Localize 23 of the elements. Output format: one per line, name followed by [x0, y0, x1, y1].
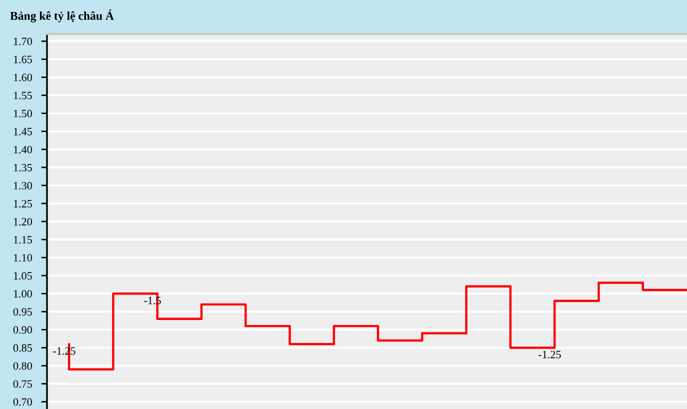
y-tick-label: 1.20	[14, 218, 32, 226]
y-tick-label: 1.35	[14, 164, 32, 172]
y-tick-label: 1.05	[14, 272, 32, 280]
y-tick-label: 1.15	[14, 236, 32, 244]
y-tick-label: 0.80	[13, 362, 32, 370]
y-tick-label: 1.00	[14, 290, 32, 298]
y-tick-label: 0.70	[13, 398, 32, 406]
y-tick-label: 1.70	[14, 38, 32, 46]
y-tick-label: 1.30	[14, 182, 32, 190]
y-tick-label: 1.10	[14, 254, 32, 262]
y-tick-label: 0.95	[13, 308, 32, 316]
y-tick-label: 1.25	[14, 200, 32, 208]
y-tick-label: 1.50	[14, 110, 32, 118]
y-tick-label: 0.75	[13, 380, 32, 388]
y-tick-label: 1.65	[14, 56, 32, 64]
y-tick-label: 1.55	[14, 92, 32, 100]
y-tick-label: 0.90	[13, 326, 32, 334]
annotation: -1.25	[538, 350, 561, 358]
y-tick-label: 1.45	[14, 128, 32, 136]
chart-title: Bảng kê tỷ lệ châu Á	[10, 10, 114, 22]
y-tick-label: 0.85	[13, 344, 32, 352]
y-tick-label: 1.40	[14, 146, 32, 154]
y-tick-label: 1.60	[14, 74, 32, 82]
